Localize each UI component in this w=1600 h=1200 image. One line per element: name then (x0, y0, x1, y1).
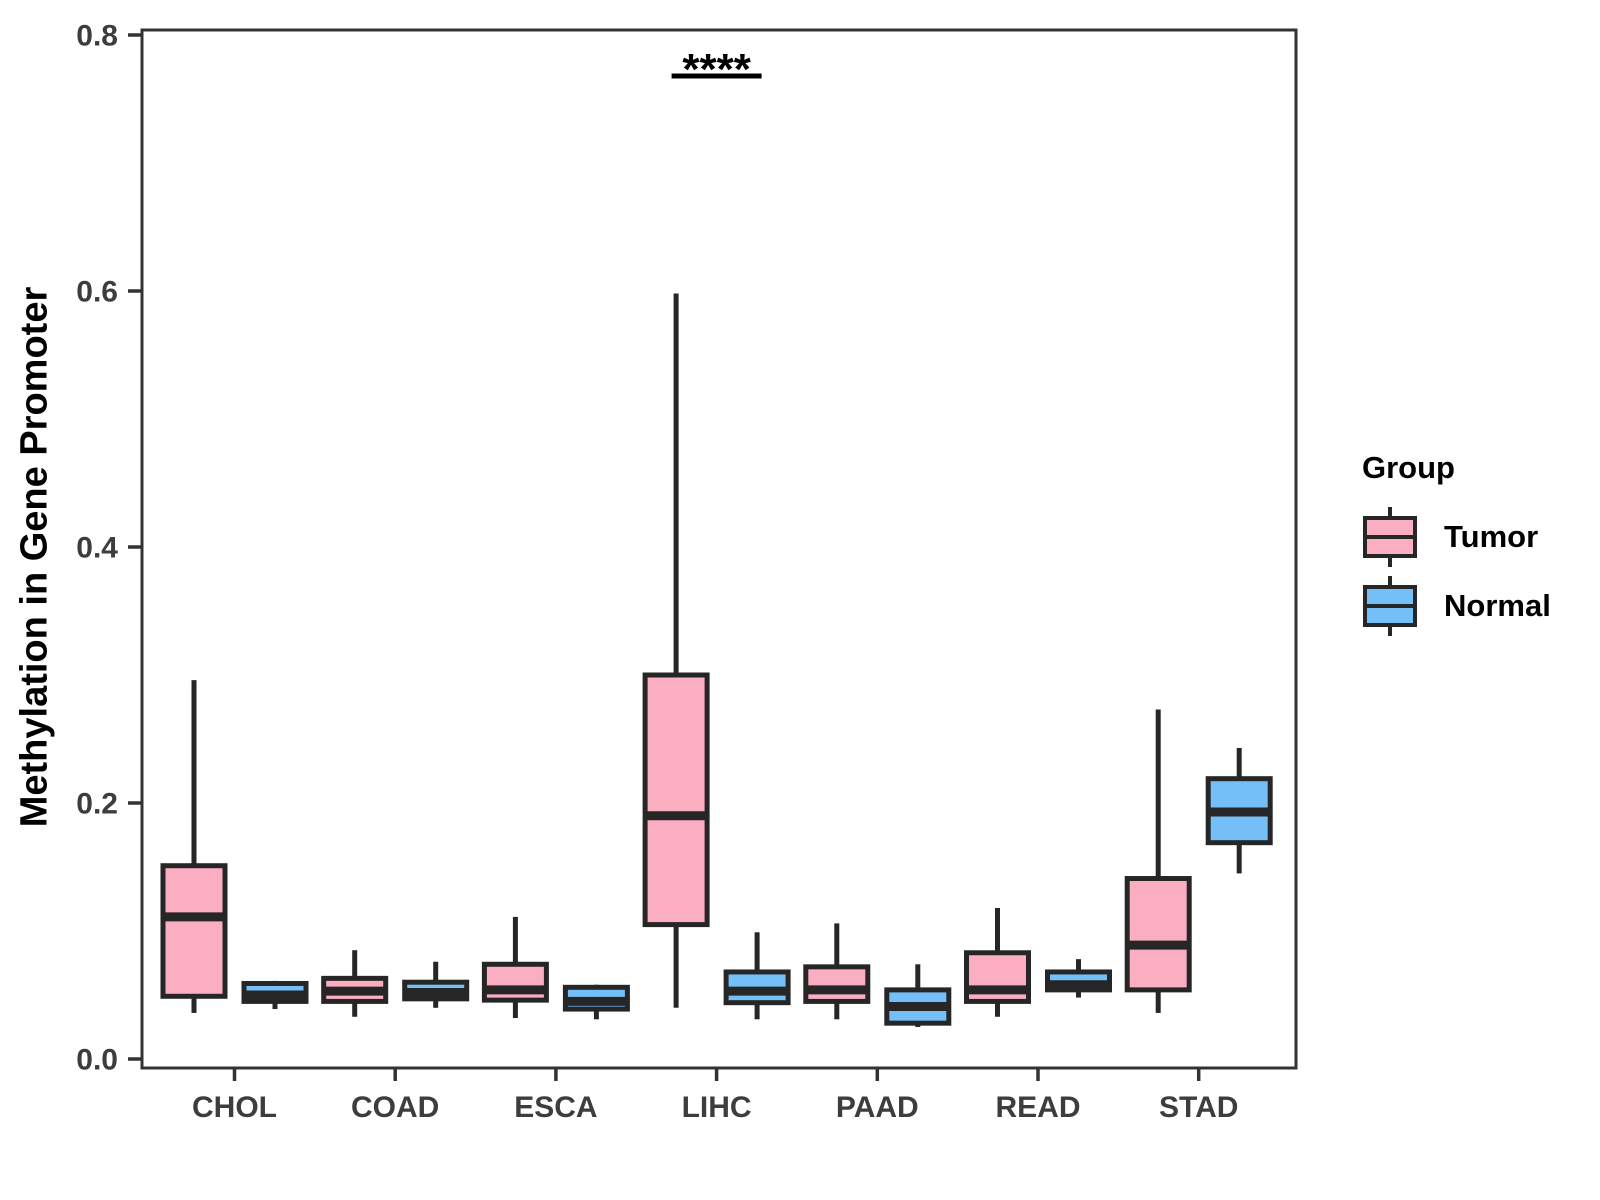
x-tick-label-lihc: LIHC (682, 1091, 752, 1124)
significance-stars: **** (682, 45, 751, 94)
x-tick-label-coad: COAD (351, 1091, 439, 1124)
plot-panel (140, 28, 1298, 1070)
x-tick-label-chol: CHOL (192, 1091, 277, 1124)
legend-boxplot-glyph (1363, 575, 1417, 636)
y-tick-label: 0.6 (76, 276, 118, 309)
legend-item-tumor: Tumor (1362, 502, 1551, 571)
legend-label: Tumor (1444, 518, 1539, 554)
box-tumor-lihc (642, 672, 710, 928)
legend-label: Normal (1444, 587, 1551, 623)
legend-boxplot-glyph (1363, 506, 1417, 567)
y-tick-label: 0.2 (76, 788, 118, 821)
legend-item-normal: Normal (1362, 571, 1551, 640)
x-tick-label-esca: ESCA (514, 1091, 597, 1124)
legend-title: Group (1362, 450, 1455, 485)
legend-items: Tumor Normal (1362, 502, 1551, 640)
box-tumor-stad (1124, 876, 1192, 993)
x-tick-label-stad: STAD (1159, 1091, 1238, 1124)
box-tumor-paad (803, 964, 871, 1004)
box-tumor-esca (481, 961, 549, 1003)
x-tick-label-read: READ (995, 1091, 1080, 1124)
y-tick-label: 0.0 (76, 1044, 118, 1077)
x-tick-label-paad: PAAD (836, 1091, 919, 1124)
legend: Group Tumor Normal (1362, 450, 1551, 640)
y-axis-title: Methylation in Gene Promoter (13, 286, 56, 828)
box-tumor-chol (160, 863, 228, 999)
y-tick-label: 0.8 (76, 20, 118, 53)
y-tick-label: 0.4 (76, 532, 118, 565)
